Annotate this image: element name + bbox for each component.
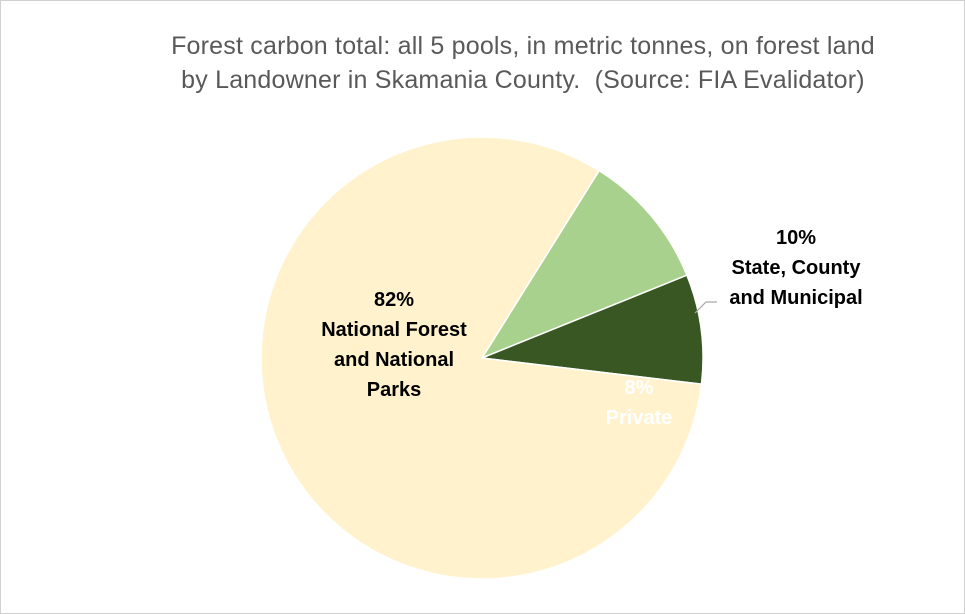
chart-title: Forest carbon total: all 5 pools, in met… (1, 29, 965, 97)
slice-name-line: Parks (366, 379, 422, 401)
leader-line (694, 301, 717, 314)
slice-percent-label: 8% (624, 377, 654, 399)
pie-slice-national-forest-parks (260, 136, 703, 580)
pie-slice-state-county-municipal (480, 169, 688, 360)
chart-title-line-2: by Landowner in Skamania County. (Source… (181, 66, 865, 94)
slice-label-private: 8% Private (579, 373, 699, 433)
slice-name-line: and Municipal (729, 287, 863, 309)
slice-name-line: National Forest (321, 319, 467, 341)
slice-name-line: Private (605, 407, 673, 429)
slice-label-national-forest-parks: 82% National Forest and National Parks (294, 285, 494, 405)
pie-slice-private (481, 274, 704, 386)
chart-title-line-1: Forest carbon total: all 5 pools, in met… (171, 32, 875, 60)
slice-percent-label: 82% (373, 289, 415, 311)
slice-name-line: State, County (731, 257, 861, 279)
slice-label-state-county-municipal: 10% State, County and Municipal (711, 223, 881, 313)
slice-name-line: and National (333, 349, 454, 371)
slice-percent-label: 10% (775, 227, 817, 249)
